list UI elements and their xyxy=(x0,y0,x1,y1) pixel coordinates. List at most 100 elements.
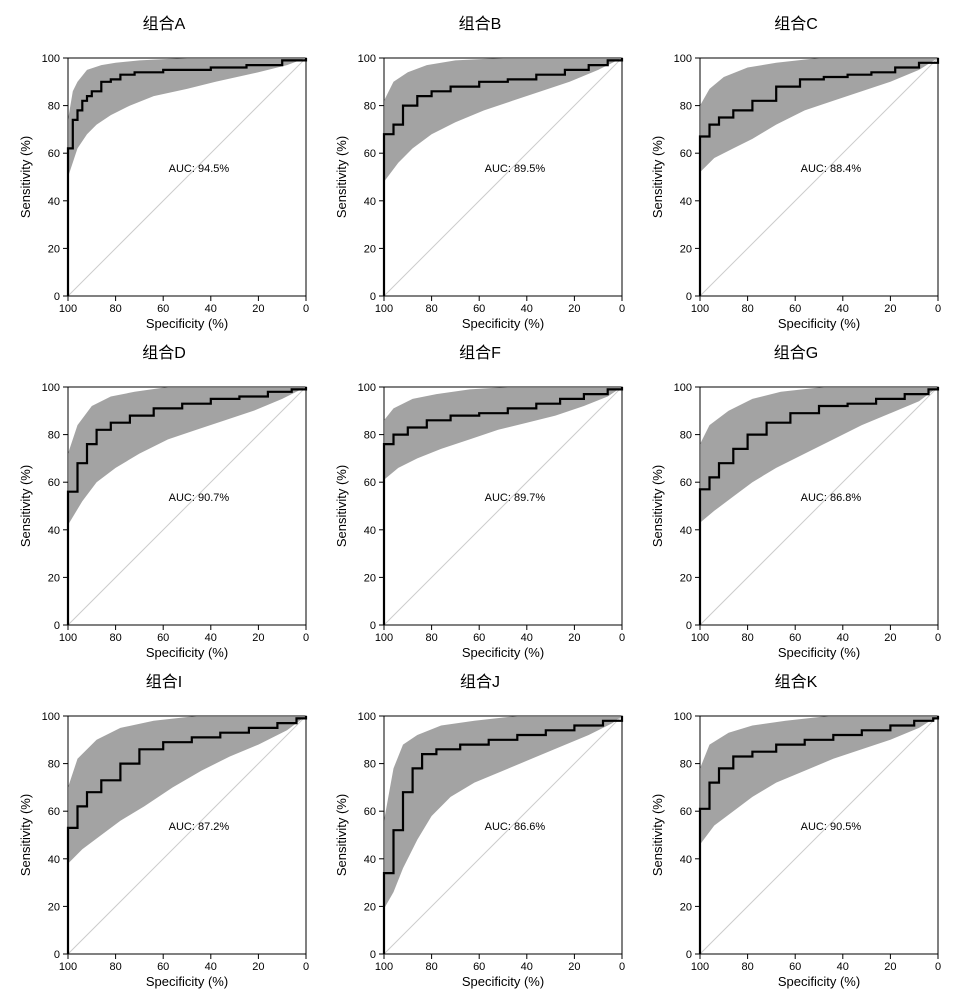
roc-plot: 100806040200020406080100Specificity (%)S… xyxy=(326,36,633,331)
y-tick-label: 100 xyxy=(42,53,60,65)
roc-panel: 组合K100806040200020406080100Specificity (… xyxy=(642,668,950,989)
auc-label: AUC: 89.7% xyxy=(485,492,546,504)
panel-title: 组合K xyxy=(642,668,950,692)
auc-label: AUC: 87.2% xyxy=(169,821,230,833)
y-tick-label: 60 xyxy=(364,806,376,818)
y-tick-label: 40 xyxy=(48,854,60,866)
x-tick-label: 100 xyxy=(59,303,77,315)
y-tick-label: 80 xyxy=(364,759,376,771)
roc-plot: 100806040200020406080100Specificity (%)S… xyxy=(642,694,949,989)
x-tick-label: 60 xyxy=(473,632,485,644)
x-tick-label: 40 xyxy=(837,303,849,315)
x-tick-label: 0 xyxy=(303,303,309,315)
panel-title: 组合F xyxy=(326,339,634,363)
y-tick-label: 40 xyxy=(680,854,692,866)
x-tick-label: 80 xyxy=(109,961,121,973)
y-tick-label: 80 xyxy=(680,430,692,442)
y-axis-label: Sensitivity (%) xyxy=(334,794,349,876)
y-axis-label: Sensitivity (%) xyxy=(334,136,349,218)
x-tick-label: 100 xyxy=(691,303,709,315)
roc-panel: 组合B100806040200020406080100Specificity (… xyxy=(326,10,634,331)
y-axis-label: Sensitivity (%) xyxy=(650,465,665,547)
panel-title: 组合D xyxy=(10,339,318,363)
x-tick-label: 100 xyxy=(691,961,709,973)
y-tick-label: 100 xyxy=(358,53,376,65)
auc-label: AUC: 90.7% xyxy=(169,492,230,504)
y-tick-label: 40 xyxy=(48,525,60,537)
y-tick-label: 40 xyxy=(364,525,376,537)
x-tick-label: 80 xyxy=(109,303,121,315)
roc-panel: 组合A100806040200020406080100Specificity (… xyxy=(10,10,318,331)
y-tick-label: 20 xyxy=(364,901,376,913)
y-tick-label: 20 xyxy=(364,243,376,255)
x-tick-label: 60 xyxy=(789,632,801,644)
y-tick-label: 100 xyxy=(42,711,60,723)
x-tick-label: 0 xyxy=(619,632,625,644)
roc-plot: 100806040200020406080100Specificity (%)S… xyxy=(10,365,317,660)
x-tick-label: 80 xyxy=(425,961,437,973)
auc-label: AUC: 94.5% xyxy=(169,163,230,175)
y-tick-label: 60 xyxy=(364,477,376,489)
y-tick-label: 100 xyxy=(674,53,692,65)
roc-plot: 100806040200020406080100Specificity (%)S… xyxy=(326,694,633,989)
x-tick-label: 20 xyxy=(252,632,264,644)
x-tick-label: 80 xyxy=(741,961,753,973)
x-tick-label: 20 xyxy=(884,303,896,315)
roc-plot: 100806040200020406080100Specificity (%)S… xyxy=(642,36,949,331)
roc-panel: 组合C100806040200020406080100Specificity (… xyxy=(642,10,950,331)
x-axis-label: Specificity (%) xyxy=(462,316,544,331)
y-tick-label: 20 xyxy=(680,901,692,913)
x-tick-label: 40 xyxy=(837,961,849,973)
roc-plot: 100806040200020406080100Specificity (%)S… xyxy=(10,36,317,331)
y-tick-label: 40 xyxy=(48,196,60,208)
panel-title: 组合B xyxy=(326,10,634,34)
y-tick-label: 0 xyxy=(370,620,376,632)
x-tick-label: 60 xyxy=(789,303,801,315)
roc-plot: 100806040200020406080100Specificity (%)S… xyxy=(326,365,633,660)
roc-panel: 组合F100806040200020406080100Specificity (… xyxy=(326,339,634,660)
y-tick-label: 80 xyxy=(680,101,692,113)
roc-panel: 组合G100806040200020406080100Specificity (… xyxy=(642,339,950,660)
x-tick-label: 80 xyxy=(741,303,753,315)
roc-plot: 100806040200020406080100Specificity (%)S… xyxy=(10,694,317,989)
roc-panel: 组合J100806040200020406080100Specificity (… xyxy=(326,668,634,989)
x-tick-label: 20 xyxy=(252,303,264,315)
x-tick-label: 60 xyxy=(473,303,485,315)
y-tick-label: 0 xyxy=(54,291,60,303)
x-tick-label: 0 xyxy=(935,961,941,973)
x-tick-label: 20 xyxy=(568,303,580,315)
x-tick-label: 60 xyxy=(157,961,169,973)
y-axis-label: Sensitivity (%) xyxy=(18,136,33,218)
y-tick-label: 100 xyxy=(42,382,60,394)
x-tick-label: 60 xyxy=(473,961,485,973)
y-tick-label: 100 xyxy=(358,382,376,394)
y-tick-label: 60 xyxy=(364,148,376,160)
x-tick-label: 20 xyxy=(884,632,896,644)
y-tick-label: 80 xyxy=(48,759,60,771)
x-tick-label: 40 xyxy=(521,303,533,315)
y-tick-label: 20 xyxy=(680,572,692,584)
roc-panel: 组合I100806040200020406080100Specificity (… xyxy=(10,668,318,989)
y-tick-label: 40 xyxy=(680,525,692,537)
y-tick-label: 20 xyxy=(48,901,60,913)
y-tick-label: 60 xyxy=(680,806,692,818)
x-axis-label: Specificity (%) xyxy=(778,645,860,660)
x-tick-label: 80 xyxy=(741,632,753,644)
x-tick-label: 60 xyxy=(157,303,169,315)
y-tick-label: 0 xyxy=(370,949,376,961)
y-tick-label: 0 xyxy=(54,949,60,961)
x-axis-label: Specificity (%) xyxy=(462,974,544,989)
y-tick-label: 40 xyxy=(364,196,376,208)
x-tick-label: 40 xyxy=(205,961,217,973)
x-tick-label: 100 xyxy=(691,632,709,644)
panel-title: 组合J xyxy=(326,668,634,692)
y-tick-label: 0 xyxy=(686,949,692,961)
x-tick-label: 100 xyxy=(375,303,393,315)
y-tick-label: 20 xyxy=(364,572,376,584)
auc-label: AUC: 89.5% xyxy=(485,163,546,175)
panel-title: 组合A xyxy=(10,10,318,34)
y-tick-label: 60 xyxy=(48,477,60,489)
x-tick-label: 60 xyxy=(157,632,169,644)
roc-plot: 100806040200020406080100Specificity (%)S… xyxy=(642,365,949,660)
x-tick-label: 100 xyxy=(59,961,77,973)
